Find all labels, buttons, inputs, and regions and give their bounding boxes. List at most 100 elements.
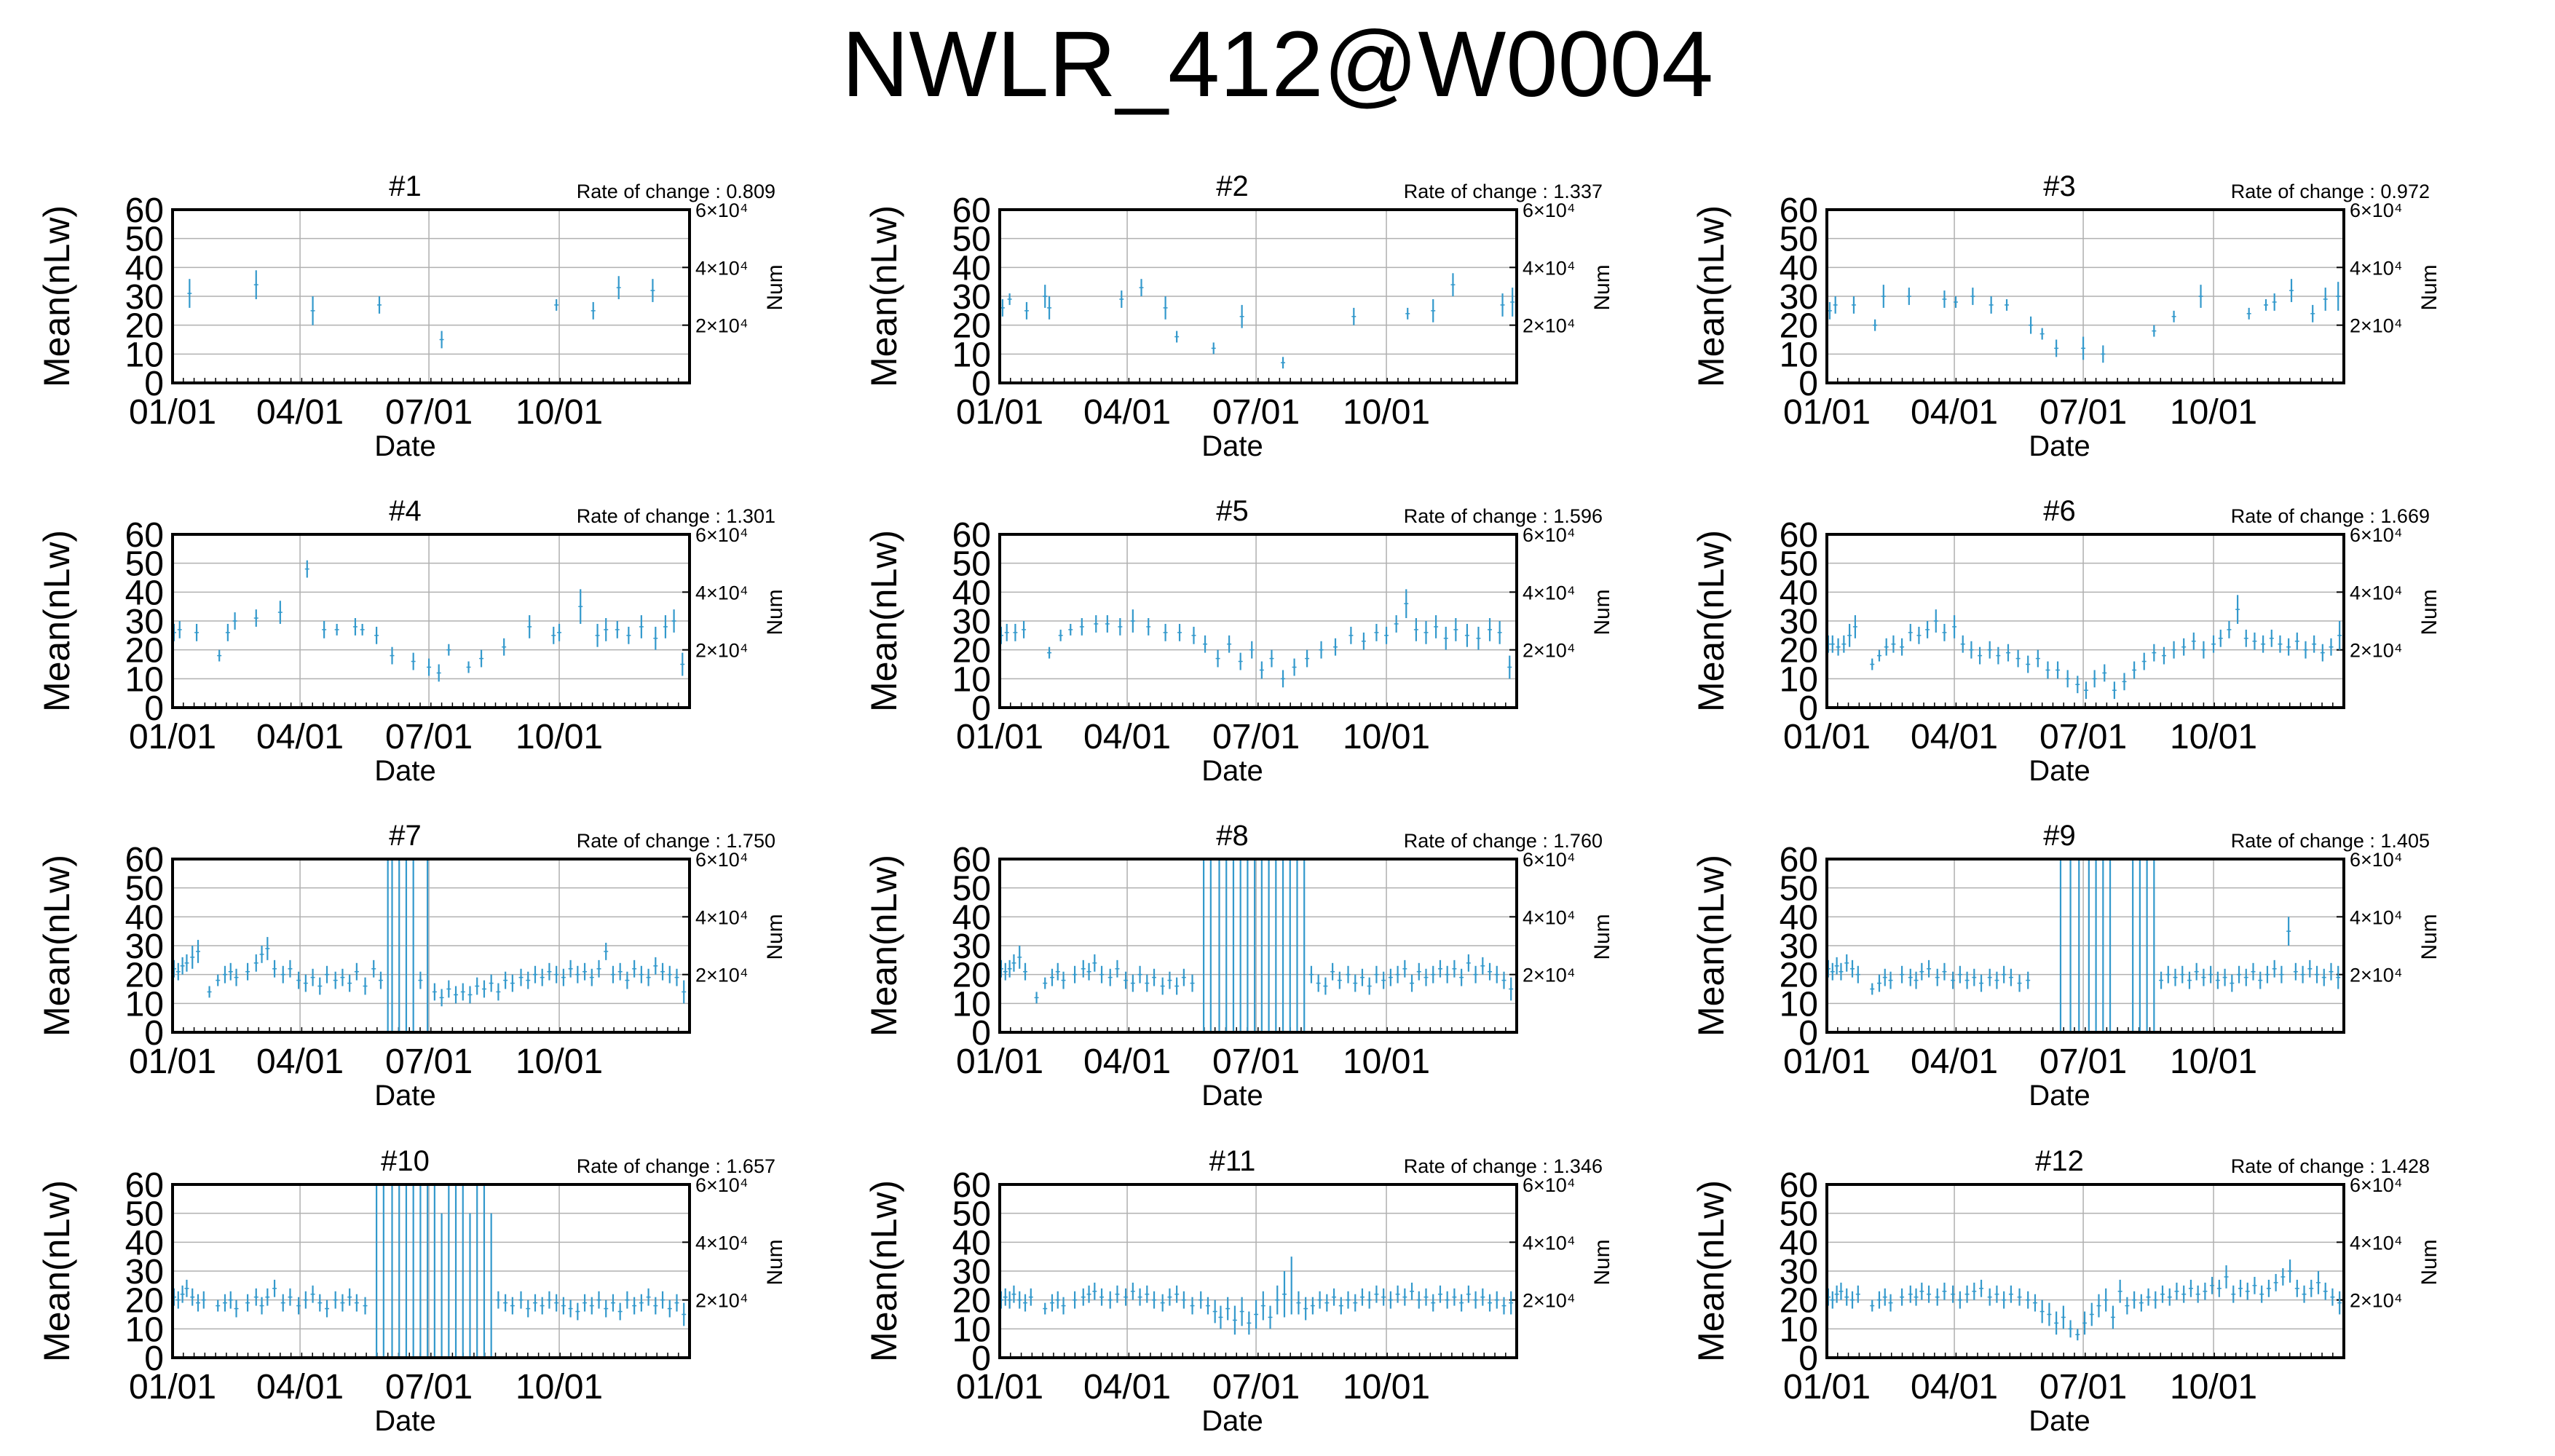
x-tick-label: 10/01	[516, 718, 603, 756]
y-tick-label: 50	[952, 221, 991, 259]
rate-of-change-label: Rate of change : 1.750	[577, 830, 775, 852]
x-tick-label: 01/01	[129, 1368, 216, 1406]
y2-axis-label: Num	[763, 264, 787, 310]
panel-title: #1	[389, 170, 422, 202]
y2-tick-label: 4×10⁴	[2350, 257, 2402, 279]
rate-of-change-label: Rate of change : 0.809	[577, 181, 775, 202]
y-axis-label: Mean(nLw)	[36, 1180, 77, 1362]
y2-tick-label: 4×10⁴	[695, 1232, 748, 1254]
y2-axis-label: Num	[763, 1239, 787, 1285]
y-tick-label: 60	[125, 1166, 164, 1205]
y-tick-label: 40	[1780, 249, 1818, 288]
y-tick-label: 20	[125, 632, 164, 670]
x-axis-label: Date	[374, 1080, 436, 1112]
y-tick-label: 30	[952, 603, 991, 641]
x-axis-label: Date	[1201, 1405, 1263, 1437]
y2-axis-label: Num	[1590, 1239, 1614, 1285]
y2-tick-label: 2×10⁴	[2350, 315, 2402, 337]
y2-tick-label: 6×10⁴	[695, 199, 748, 221]
y2-tick-label: 2×10⁴	[2350, 640, 2402, 662]
y2-tick-label: 6×10⁴	[1523, 849, 1575, 871]
panel-title: #3	[2043, 170, 2076, 202]
y-tick-label: 10	[952, 336, 991, 374]
y-tick-label: 50	[125, 545, 164, 584]
x-tick-label: 01/01	[956, 718, 1043, 756]
x-tick-label: 01/01	[956, 393, 1043, 432]
y-tick-label: 20	[125, 307, 164, 346]
y-tick-label: 30	[952, 278, 991, 317]
y-axis-label: Mean(nLw)	[36, 205, 77, 387]
y-tick-label: 40	[125, 249, 164, 288]
x-tick-label: 04/01	[1083, 1368, 1171, 1406]
y-tick-label: 30	[1780, 1253, 1818, 1291]
x-tick-label: 04/01	[1911, 1368, 1998, 1406]
panel-title: #10	[381, 1145, 430, 1177]
rate-of-change-label: Rate of change : 1.405	[2231, 830, 2430, 852]
y2-tick-label: 2×10⁴	[1523, 315, 1575, 337]
x-tick-label: 07/01	[1212, 393, 1300, 432]
y2-tick-label: 2×10⁴	[1523, 1290, 1575, 1312]
y2-tick-label: 4×10⁴	[695, 257, 748, 279]
plot-frame	[171, 1183, 691, 1359]
y2-axis-label: Num	[1590, 589, 1614, 635]
y-tick-label: 60	[952, 841, 991, 879]
y-tick-label: 10	[952, 1310, 991, 1349]
plot-frame	[998, 533, 1518, 709]
y2-tick-label: 2×10⁴	[2350, 1290, 2402, 1312]
panel-title: #8	[1216, 820, 1249, 852]
rate-of-change-label: Rate of change : 1.301	[577, 505, 775, 527]
y2-tick-label: 6×10⁴	[695, 849, 748, 871]
y-tick-label: 40	[125, 898, 164, 937]
y-tick-label: 20	[1780, 307, 1818, 346]
panel-title: #11	[1209, 1145, 1256, 1177]
x-tick-label: 10/01	[1343, 1042, 1430, 1081]
y-tick-label: 50	[952, 870, 991, 909]
y-tick-label: 20	[952, 957, 991, 995]
y-tick-label: 20	[952, 307, 991, 346]
y-tick-label: 40	[125, 574, 164, 612]
y-tick-label: 30	[952, 927, 991, 966]
x-tick-label: 10/01	[2170, 1368, 2257, 1406]
y-tick-label: 20	[952, 1282, 991, 1321]
x-axis-label: Date	[374, 1405, 436, 1437]
y-axis-label: Mean(nLw)	[1691, 205, 1731, 387]
x-tick-label: 07/01	[1212, 1042, 1300, 1081]
x-axis-label: Date	[2029, 430, 2090, 462]
x-tick-label: 07/01	[385, 718, 473, 756]
x-tick-label: 01/01	[1783, 1042, 1871, 1081]
y-tick-label: 0	[1798, 1014, 1818, 1053]
x-tick-label: 07/01	[2039, 718, 2127, 756]
y-tick-label: 20	[952, 632, 991, 670]
y2-tick-label: 2×10⁴	[2350, 965, 2402, 986]
y2-axis-label: Num	[2417, 264, 2441, 310]
panel-title: #9	[2043, 820, 2076, 852]
y-tick-label: 40	[952, 1224, 991, 1262]
y-tick-label: 20	[1780, 632, 1818, 670]
y-tick-label: 20	[125, 1282, 164, 1321]
x-tick-label: 04/01	[256, 718, 344, 756]
rate-of-change-label: Rate of change : 1.760	[1404, 830, 1603, 852]
y2-axis-label: Num	[1590, 264, 1614, 310]
plot-frame	[171, 208, 691, 384]
x-tick-label: 10/01	[1343, 1368, 1430, 1406]
y-tick-label: 30	[125, 603, 164, 641]
y-tick-label: 30	[1780, 278, 1818, 317]
y-tick-label: 40	[125, 1224, 164, 1262]
y-tick-label: 20	[125, 957, 164, 995]
y2-tick-label: 2×10⁴	[695, 640, 748, 662]
y2-tick-label: 4×10⁴	[695, 906, 748, 928]
y-axis-label: Mean(nLw)	[36, 530, 77, 712]
y2-tick-label: 6×10⁴	[1523, 1174, 1575, 1196]
y-tick-label: 10	[1780, 985, 1818, 1024]
y-tick-label: 30	[125, 278, 164, 317]
panel-title: #5	[1216, 495, 1249, 527]
x-tick-label: 01/01	[1783, 718, 1871, 756]
y2-tick-label: 2×10⁴	[695, 1290, 748, 1312]
y2-tick-label: 4×10⁴	[1523, 257, 1575, 279]
y-tick-label: 60	[1780, 841, 1818, 879]
